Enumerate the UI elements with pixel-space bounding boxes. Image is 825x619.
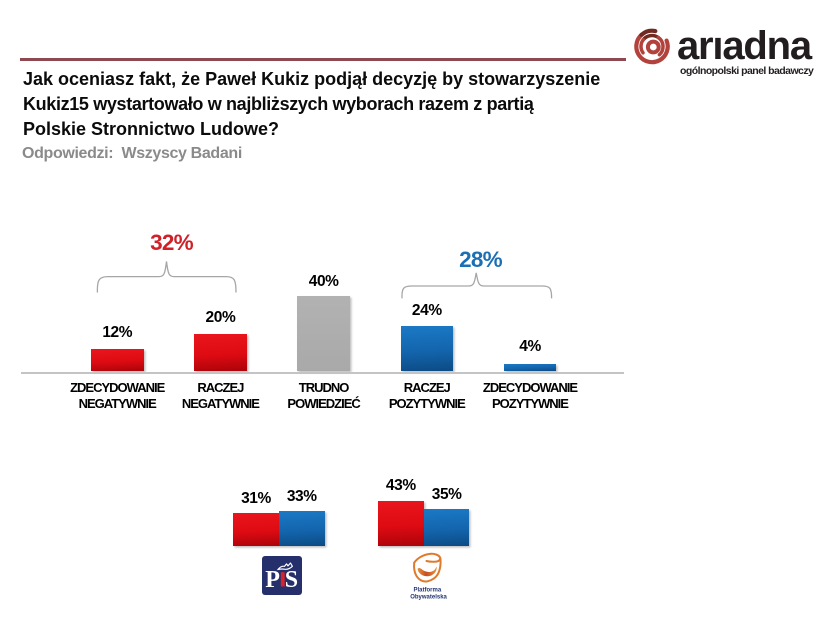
svg-text:Platforma: Platforma — [414, 588, 442, 594]
svg-text:Obywatelska: Obywatelska — [410, 595, 447, 601]
svg-text:S: S — [285, 567, 298, 593]
svg-text:P: P — [265, 567, 280, 593]
